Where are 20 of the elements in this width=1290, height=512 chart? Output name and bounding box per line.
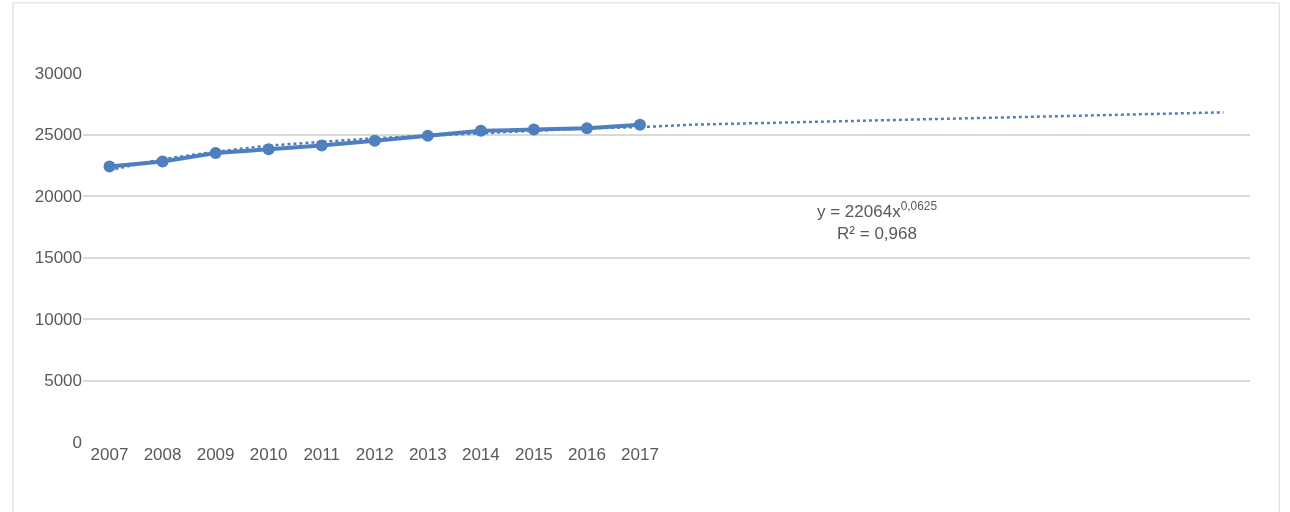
y-tick-label: 30000 — [34, 63, 82, 83]
point — [103, 160, 116, 173]
y-tick-label: 25000 — [34, 125, 82, 145]
x-tick-label: 2012 — [355, 445, 394, 464]
x-tick-label: 2013 — [408, 445, 447, 464]
y-tick-label: 15000 — [34, 248, 82, 268]
x-tick-label: 2015 — [514, 445, 553, 464]
annotation: y = 22064x$^{0,0625}$ R² = 0,968 — [817, 199, 938, 244]
x-tick-label: 2010 — [249, 445, 288, 464]
x-tick-label: 2011 — [303, 445, 340, 464]
x-tick-label: 2014 — [461, 445, 500, 464]
x-tick-label: 2016 — [568, 445, 606, 464]
y-tick-label: 0 — [72, 432, 82, 452]
y-tick-label: 5000 — [44, 371, 82, 391]
x-tick-label: 2017 — [621, 445, 659, 464]
x-tick-label: 2007 — [90, 445, 129, 464]
y-tick-label: 20000 — [34, 186, 82, 206]
y-tick-label: 10000 — [34, 309, 82, 329]
x-tick-label: 2008 — [143, 445, 182, 464]
x-tick-label: 2009 — [196, 445, 235, 464]
